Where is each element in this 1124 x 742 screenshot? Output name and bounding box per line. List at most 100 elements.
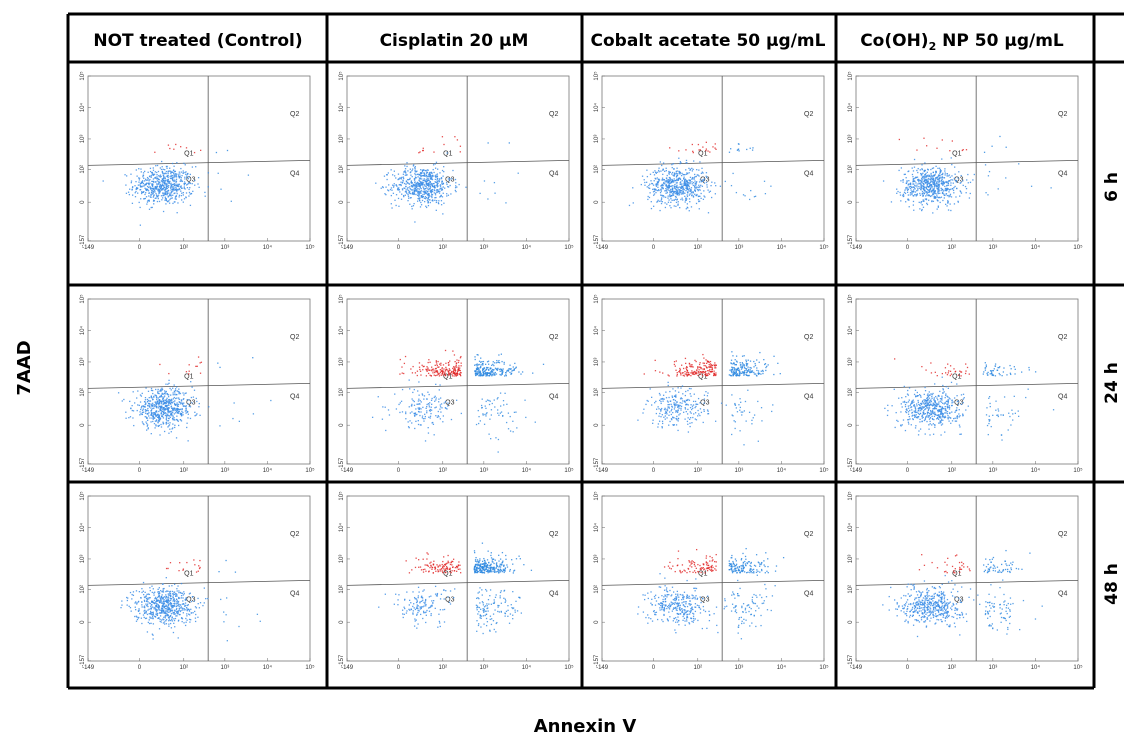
event-dot [410,368,412,370]
event-dot [192,396,195,398]
event-dot [942,389,945,391]
event-dot [710,185,712,187]
event-dot [906,181,908,183]
event-dot [672,194,675,196]
event-dot [500,405,502,407]
event-dot [164,180,166,182]
event-dot [420,401,422,403]
event-dot [906,186,908,189]
event-dot [425,196,428,199]
event-dot [456,186,458,188]
event-dot [174,170,177,173]
event-dot [166,416,168,418]
event-dot [154,427,156,429]
event-dot [190,396,193,399]
event-dot [650,180,652,182]
event-dot [154,420,157,422]
event-dot [430,176,432,179]
event-dot [671,185,673,187]
event-dot [153,414,155,416]
event-dot [515,366,517,368]
event-dot [494,371,496,374]
event-dot [482,414,484,416]
event-dot [441,136,444,138]
event-dot [931,195,933,197]
event-dot [175,409,177,412]
event-dot [417,190,420,193]
event-dot [167,403,170,405]
y-tick-label: -157 [848,234,854,247]
event-dot [907,413,910,415]
event-dot [927,194,929,197]
event-dot [182,411,184,414]
event-dot [908,170,910,172]
event-dot [477,409,479,412]
event-dot [177,405,179,407]
event-dot [499,373,501,376]
event-dot [676,192,678,194]
event-dot [662,394,665,396]
event-dot [405,191,407,193]
event-dot [162,184,164,186]
event-dot [939,400,942,402]
event-dot [160,184,162,187]
event-dot [394,393,396,395]
event-dot [733,371,735,373]
event-dot [942,419,944,421]
event-dot [441,180,443,182]
event-dot [155,183,158,185]
event-dot [900,425,902,427]
event-dot [424,174,426,177]
event-dot [695,403,697,405]
event-dot [170,175,173,177]
event-dot [952,188,954,190]
event-dot [483,374,485,376]
event-dot [673,190,676,193]
event-dot [694,371,696,373]
event-dot [380,187,382,189]
event-dot [413,179,416,181]
event-dot [159,363,161,366]
event-dot [196,400,198,403]
event-dot [139,182,142,185]
event-dot [170,183,172,185]
event-dot [696,194,698,197]
event-dot [699,371,701,373]
event-dot [414,176,417,178]
event-dot [695,184,697,186]
event-dot [956,407,958,409]
event-dot [656,184,658,186]
event-dot [174,400,176,402]
event-dot [735,368,737,371]
event-dot [176,212,178,214]
event-dot [677,188,679,190]
event-dot [900,411,902,413]
event-dot [432,421,434,424]
event-dot [385,186,387,188]
quadrant-label-q4: Q4 [1058,170,1067,177]
event-dot [946,410,949,413]
event-dot [678,170,680,173]
event-dot [392,186,395,188]
event-dot [168,410,170,413]
event-dot [438,416,440,418]
event-dot [676,178,678,180]
event-dot [929,175,931,178]
event-dot [173,148,175,150]
event-dot [685,169,687,171]
event-dot [155,187,157,189]
event-dot [188,364,190,366]
event-dot [184,188,186,190]
event-dot [421,181,424,183]
event-dot [680,183,682,185]
event-dot [425,174,428,176]
event-dot [440,364,442,366]
x-tick-label: 10³ [480,245,489,251]
event-dot [159,401,161,403]
event-dot [651,183,654,185]
event-dot [692,404,695,406]
event-dot [685,399,688,402]
event-dot [684,408,687,410]
event-dot [950,157,952,159]
event-dot [140,192,143,195]
